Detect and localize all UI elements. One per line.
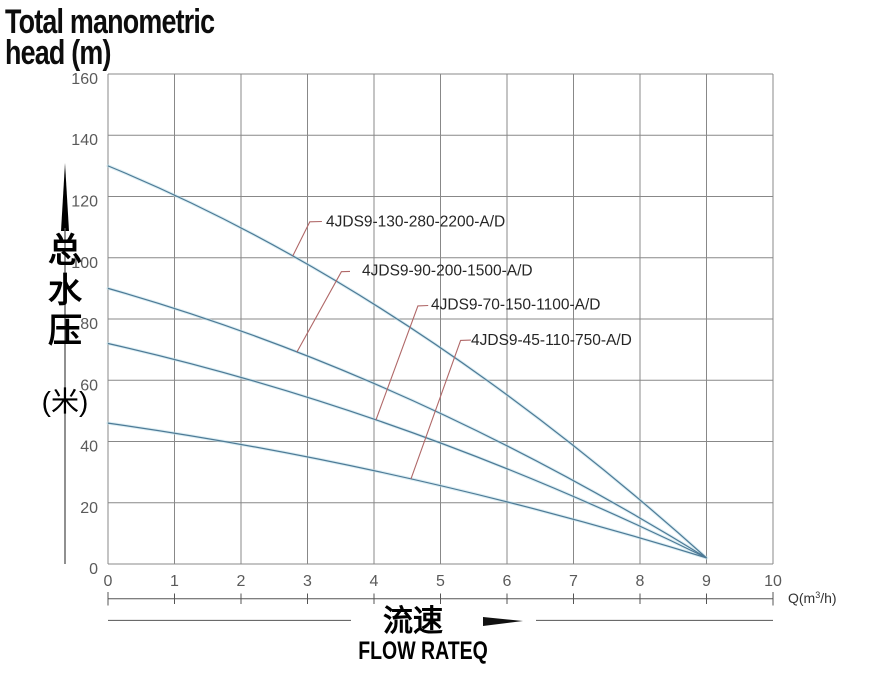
- svg-text:0: 0: [89, 561, 98, 578]
- svg-text:160: 160: [71, 71, 98, 88]
- svg-text:FLOW RATEQ: FLOW RATEQ: [358, 637, 488, 665]
- svg-text:10: 10: [764, 573, 782, 590]
- svg-text:(米): (米): [42, 386, 89, 417]
- svg-text:3: 3: [303, 573, 312, 590]
- svg-text:2: 2: [237, 573, 246, 590]
- svg-text:9: 9: [702, 573, 711, 590]
- svg-text:水: 水: [48, 272, 83, 310]
- svg-text:0: 0: [104, 573, 113, 590]
- svg-text:总: 总: [48, 232, 82, 270]
- svg-text:140: 140: [71, 132, 98, 149]
- svg-text:Q(m3/h): Q(m3/h): [788, 590, 837, 606]
- svg-text:4: 4: [370, 573, 379, 590]
- svg-text:4JDS9-70-150-1100-A/D: 4JDS9-70-150-1100-A/D: [431, 296, 600, 313]
- svg-text:40: 40: [80, 439, 98, 456]
- svg-text:6: 6: [503, 573, 512, 590]
- svg-text:压: 压: [48, 312, 82, 350]
- svg-text:80: 80: [80, 316, 98, 333]
- svg-text:流速: 流速: [383, 605, 443, 638]
- svg-text:20: 20: [80, 500, 98, 517]
- svg-text:5: 5: [436, 573, 445, 590]
- svg-text:120: 120: [71, 194, 98, 211]
- svg-text:4JDS9-130-280-2200-A/D: 4JDS9-130-280-2200-A/D: [326, 214, 505, 231]
- svg-text:4JDS9-90-200-1500-A/D: 4JDS9-90-200-1500-A/D: [362, 263, 533, 280]
- svg-text:7: 7: [569, 573, 578, 590]
- svg-text:8: 8: [636, 573, 645, 590]
- svg-text:1: 1: [170, 573, 179, 590]
- svg-text:4JDS9-45-110-750-A/D: 4JDS9-45-110-750-A/D: [471, 332, 632, 349]
